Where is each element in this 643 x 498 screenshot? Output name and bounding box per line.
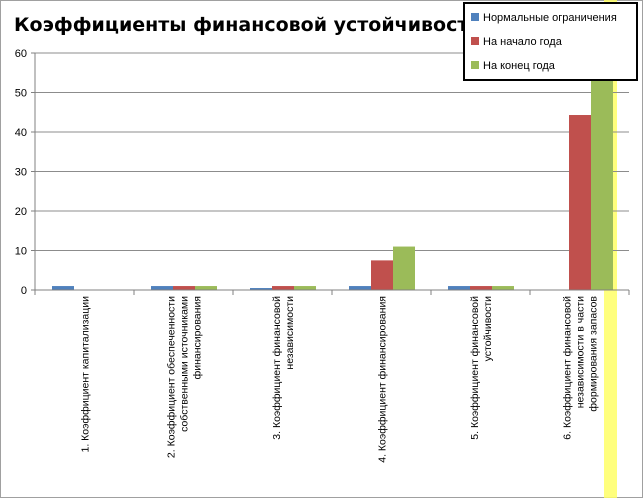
y-tick-label: 20 — [15, 206, 27, 218]
bar — [250, 288, 272, 290]
legend-swatch — [471, 13, 479, 21]
bar — [294, 286, 316, 290]
x-category-label: формирования запасов — [588, 296, 600, 412]
x-category-label: 2. Коэффициент обеспеченности — [166, 296, 178, 458]
bars — [52, 76, 613, 290]
bar — [173, 286, 195, 290]
legend-label: Нормальные ограничения — [483, 12, 617, 24]
legend: Нормальные ограничения На начало года На к… — [463, 2, 638, 81]
bar — [393, 246, 415, 290]
legend-box — [463, 2, 638, 81]
bar — [151, 286, 173, 290]
y-tick-label: 60 — [15, 48, 27, 60]
bar — [448, 286, 470, 290]
x-category-label: 5. Коэффициент финансовой — [469, 296, 481, 440]
x-category-label: независимости в части — [575, 296, 587, 408]
bar — [492, 286, 514, 290]
y-tick-label: 10 — [15, 246, 27, 258]
x-category-label: собственными источниками — [179, 296, 191, 432]
x-category-label: 6. Коэффициент финансовой — [562, 296, 574, 440]
bar — [371, 260, 393, 290]
y-tick-label: 0 — [21, 285, 27, 297]
y-axis: 0 10 20 30 40 50 60 — [15, 48, 36, 297]
x-category-label: 1. Коэффициент капитализации — [80, 296, 92, 453]
x-category-label: 3. Коэффициент финансовой — [271, 296, 283, 440]
x-category-label: независимости — [284, 296, 296, 370]
bar — [569, 115, 591, 290]
bar — [591, 76, 613, 290]
y-tick-label: 30 — [15, 167, 27, 179]
bar — [349, 286, 371, 290]
y-tick-label: 40 — [15, 127, 27, 139]
legend-swatch — [471, 61, 479, 69]
legend-label: На конец года — [483, 60, 556, 72]
x-category-label: финансирования — [192, 296, 204, 379]
x-axis: 1. Коэффициент капитализации 2. Коэффицие… — [34, 289, 630, 463]
x-category-label: устойчивости — [482, 296, 494, 361]
bar — [52, 286, 74, 290]
bar — [272, 286, 294, 290]
bar — [195, 286, 217, 290]
y-tick-label: 50 — [15, 88, 27, 100]
legend-label: На начало года — [483, 36, 563, 48]
bar — [470, 286, 492, 290]
chart-title: Коэффициенты финансовой устойчивости — [14, 14, 482, 36]
x-category-label: 4. Коэффициент финансирования — [377, 296, 389, 463]
legend-swatch — [471, 37, 479, 45]
